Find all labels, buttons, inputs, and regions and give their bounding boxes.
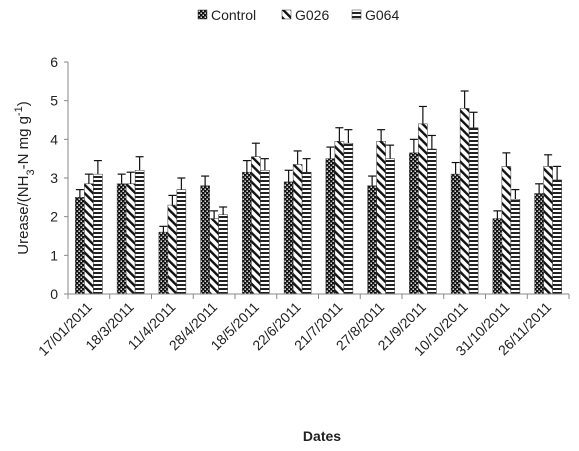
y-axis-title-part: ) (15, 101, 32, 106)
bar (450, 173, 461, 295)
y-tick-label: 5 (50, 93, 58, 109)
bar (552, 179, 562, 295)
legend-swatch-dots (197, 9, 208, 20)
bar (534, 193, 544, 295)
bars (75, 90, 562, 295)
bar (260, 170, 270, 295)
y-axis-title-superscript: -1 (13, 106, 25, 116)
bar (501, 166, 512, 295)
y-axis-title-subscript: 3 (25, 169, 37, 175)
x-axis-title: Dates (303, 428, 341, 444)
y-tick-label: 1 (50, 247, 58, 263)
y-axis: 0 1 2 3 4 5 6 (50, 54, 69, 302)
bar (93, 173, 103, 295)
bar (459, 108, 470, 295)
y-tick-label: 3 (50, 170, 58, 186)
bar (325, 158, 336, 295)
bar (492, 218, 503, 295)
bar (84, 183, 94, 295)
bar (158, 231, 169, 295)
y-tick-label: 0 (50, 286, 58, 302)
bar (543, 166, 553, 295)
y-tick-label: 6 (50, 54, 58, 70)
bar (125, 183, 136, 295)
legend-label: G026 (295, 7, 329, 23)
bar (200, 185, 210, 295)
bar (385, 158, 395, 295)
bar (376, 141, 386, 295)
bar (116, 183, 127, 295)
bar (510, 199, 521, 295)
bar (343, 142, 354, 295)
bar (427, 148, 437, 295)
bar (209, 218, 219, 295)
legend: Control G026 G064 (197, 7, 399, 23)
legend-label: G064 (365, 7, 399, 23)
x-axis: 17/01/201118/3/201111/4/201128/4/201118/… (35, 293, 570, 359)
bar (468, 127, 479, 295)
y-axis-title-part: Urease/(NH (15, 176, 32, 255)
y-axis-title: Urease/(NH3-N mg g-1) (13, 101, 37, 254)
y-axis-title-part: -N mg g (15, 116, 32, 169)
x-tick-label: 17/01/2011 (35, 299, 95, 359)
bar (334, 141, 345, 295)
bar (283, 181, 294, 295)
bar (218, 214, 228, 295)
legend-swatch-horizontal (351, 9, 362, 20)
bar (242, 171, 252, 295)
bar (418, 123, 428, 295)
bar (167, 204, 178, 295)
y-tick-label: 4 (50, 131, 58, 147)
bar (251, 156, 261, 295)
bar (292, 164, 303, 295)
bar (176, 189, 187, 295)
bar (367, 185, 377, 295)
bar (301, 171, 312, 295)
legend-label: Control (211, 7, 256, 23)
y-tick-label: 2 (50, 209, 58, 225)
bar (409, 152, 419, 295)
legend-swatch-diagonal (281, 9, 292, 20)
bar (75, 197, 85, 295)
bar (134, 170, 145, 295)
